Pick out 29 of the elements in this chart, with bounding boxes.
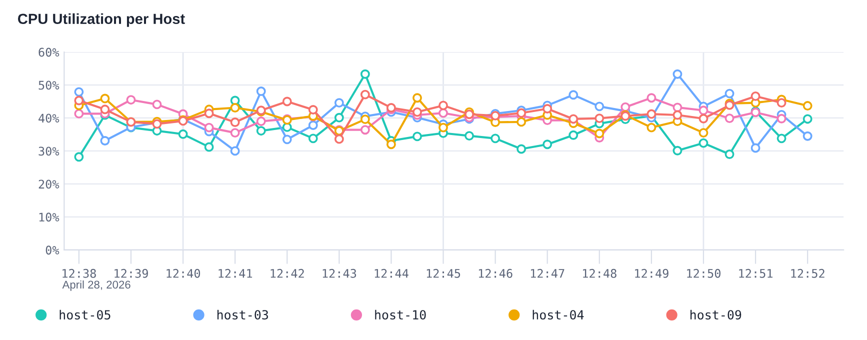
x-tick-label: 12:42 [270,268,304,278]
legend-label: host-05 [60,310,110,320]
x-tick-label: 12:39 [114,268,148,278]
y-tick-label: 0% [46,246,60,255]
x-tick-label: 12:45 [426,268,460,278]
y-tick-label: 60% [38,48,60,57]
chart-title: CPU Utilization per Host [18,13,185,27]
x-tick-label: 12:41 [218,268,252,278]
x-tick-label: 12:50 [687,268,720,278]
x-tick-label: 12:49 [635,268,668,278]
legend-label: host-09 [690,310,742,320]
x-tick-label: 12:43 [322,268,356,278]
legend-label: host-03 [217,310,268,320]
y-tick-label: 50% [38,80,60,90]
x-tick-label: 12:40 [166,268,200,278]
y-tick-label: 30% [38,146,60,156]
x-tick-label: 12:38 [62,268,96,278]
legend-label: host-04 [532,310,584,320]
y-tick-label: 20% [38,180,60,189]
x-tick-label: 12:44 [374,268,408,278]
x-tick-label: 12:52 [791,268,824,278]
legend-label: host-10 [375,310,426,320]
x-tick-label: 12:48 [583,268,616,278]
x-tick-label: 12:51 [739,268,772,278]
x-tick-label: 12:47 [530,268,564,278]
x-tick-label: 12:46 [478,268,512,278]
text: April 28, 2026 [62,280,130,291]
y-tick-label: 10% [39,212,60,222]
y-tick-label: 40% [38,114,60,123]
